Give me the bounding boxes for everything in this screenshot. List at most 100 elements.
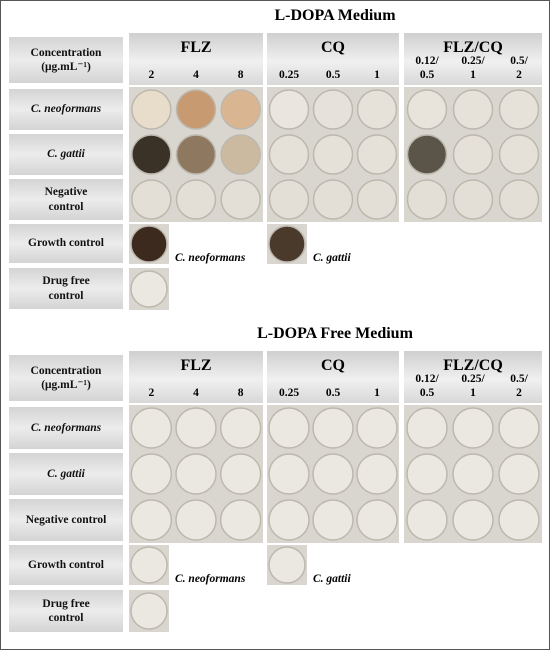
wells — [268, 225, 306, 263]
well — [498, 453, 540, 495]
well — [175, 89, 217, 130]
label-line: Concentration — [30, 46, 102, 59]
label-line: control — [48, 612, 84, 624]
concentration: 1 — [355, 387, 399, 401]
wells — [268, 179, 398, 220]
concentration-line: 0.5 — [419, 69, 435, 82]
concentration-line: 0.25 — [278, 387, 300, 400]
growth-label: C. neoformans — [175, 573, 246, 585]
well — [130, 453, 173, 495]
wells — [268, 407, 398, 449]
well-plate — [129, 178, 263, 221]
row-label: Concentration (μg.mL⁻¹) — [9, 355, 123, 401]
well — [498, 407, 540, 449]
well — [175, 407, 217, 449]
concentration: 4 — [174, 69, 219, 83]
well — [268, 407, 310, 449]
well — [220, 179, 261, 220]
well — [268, 179, 310, 220]
well-plate — [129, 88, 263, 131]
well — [131, 179, 172, 220]
well-plate — [129, 133, 263, 176]
group-name: FLZ/CQ — [443, 357, 503, 374]
wells — [130, 407, 262, 449]
concentration: 0.25/1 — [450, 55, 496, 83]
concentration-line: 2 — [148, 69, 155, 82]
well — [312, 89, 354, 130]
concentration-line: 0.25/ — [461, 373, 485, 386]
row-label: C. neoformans — [9, 89, 123, 130]
well-plate — [404, 178, 542, 221]
concentration-line: 0.5/ — [510, 55, 528, 68]
well — [130, 407, 173, 449]
well-plate — [404, 498, 542, 542]
concentration: 1 — [355, 69, 399, 83]
well-plate — [267, 88, 399, 131]
well — [268, 134, 310, 175]
concentration: 2 — [129, 69, 174, 83]
wells — [406, 179, 540, 220]
well — [220, 89, 261, 130]
concentration: 8 — [218, 69, 263, 83]
well — [452, 453, 494, 495]
row-label: C. gattii — [9, 134, 123, 175]
well — [452, 134, 494, 175]
well — [452, 179, 494, 220]
well-plate — [267, 224, 307, 264]
wells — [130, 453, 262, 495]
concentration-line: 0.5 — [325, 69, 341, 82]
wells — [268, 89, 398, 130]
concentration-line: 1 — [470, 69, 476, 82]
well — [406, 89, 448, 130]
well — [131, 134, 172, 175]
well-plate — [404, 406, 542, 450]
well — [130, 592, 168, 630]
wells — [131, 89, 261, 130]
well — [130, 225, 168, 263]
well — [130, 499, 173, 541]
well — [312, 134, 354, 175]
well — [220, 134, 261, 175]
growth-label: C. gattii — [313, 252, 351, 264]
label-line: C. neoformans — [30, 103, 102, 116]
well — [498, 89, 540, 130]
well — [130, 270, 168, 308]
concentration: 0.5 — [311, 387, 355, 401]
well — [312, 499, 354, 541]
concentration-line: 2 — [148, 387, 155, 400]
label-line: Concentration — [30, 364, 102, 377]
row-label: Negative control — [9, 499, 123, 541]
row-label: C. neoformans — [9, 407, 123, 449]
label-line: Drug free — [42, 597, 90, 610]
concentration-line: 0.12/ — [415, 55, 439, 68]
well — [268, 453, 310, 495]
well-plate — [404, 133, 542, 176]
concentration-line: 0.12/ — [415, 373, 439, 386]
wells — [130, 546, 168, 584]
well-plate — [129, 406, 263, 450]
well — [356, 407, 398, 449]
well — [131, 89, 172, 130]
row-label: Concentration (μg.mL⁻¹) — [9, 37, 123, 83]
concentration: 0.5 — [311, 69, 355, 83]
concentration-line: 4 — [193, 69, 199, 82]
well — [498, 499, 540, 541]
group-header: FLZ 2 4 8 — [129, 33, 263, 85]
well — [268, 499, 310, 541]
well-plate — [267, 133, 399, 176]
well — [175, 179, 217, 220]
label-line: Drug free — [42, 275, 90, 288]
well — [406, 407, 448, 449]
wells — [268, 499, 398, 541]
concentration-line: 0.25 — [278, 69, 300, 82]
concentration-line: 0.5 — [325, 387, 341, 400]
well-plate — [267, 452, 399, 496]
label-line: Negative control — [25, 513, 107, 526]
concentration-line: 8 — [237, 387, 244, 400]
concentration-line: 0.25/ — [461, 55, 485, 68]
wells — [130, 225, 168, 263]
wells — [130, 592, 168, 630]
row-label: Drug free control — [9, 590, 123, 632]
well-plate — [267, 545, 307, 585]
